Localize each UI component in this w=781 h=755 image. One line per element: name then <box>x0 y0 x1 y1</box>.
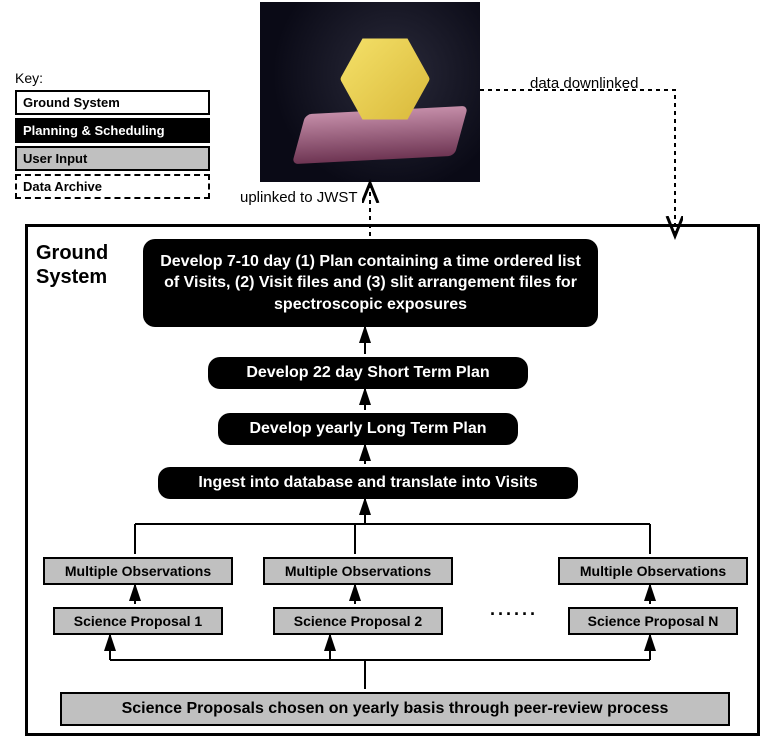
key-title: Key: <box>15 70 210 86</box>
observations-box-2: Multiple Observations <box>263 557 453 585</box>
key-planning-scheduling: Planning & Scheduling <box>15 118 210 143</box>
key-user-input: User Input <box>15 146 210 171</box>
observations-text-1: Multiple Observations <box>65 563 211 579</box>
peer-review-text: Science Proposals chosen on yearly basis… <box>122 700 669 718</box>
key-ground-system: Ground System <box>15 90 210 115</box>
ground-system-title: Ground System <box>36 241 116 289</box>
ground-system-container: Ground System Develop 7-10 day (1) Plan … <box>25 224 760 736</box>
long-term-plan-text: Develop yearly Long Term Plan <box>249 420 486 438</box>
downlink-label: data downlinked <box>530 75 638 92</box>
proposal-box-2: Science Proposal 2 <box>273 607 443 635</box>
key-legend: Key: Ground System Planning & Scheduling… <box>15 70 210 202</box>
proposal-box-3: Science Proposal N <box>568 607 738 635</box>
observations-box-3: Multiple Observations <box>558 557 748 585</box>
plan-box: Develop 7-10 day (1) Plan containing a t… <box>143 239 598 327</box>
observations-text-3: Multiple Observations <box>580 563 726 579</box>
proposal-box-1: Science Proposal 1 <box>53 607 223 635</box>
plan-box-text: Develop 7-10 day (1) Plan containing a t… <box>153 251 588 316</box>
ingest-box: Ingest into database and translate into … <box>158 467 578 499</box>
jwst-illustration <box>260 2 480 182</box>
key-data-archive: Data Archive <box>15 174 210 199</box>
uplink-label: uplinked to JWST <box>240 189 358 206</box>
short-term-plan-text: Develop 22 day Short Term Plan <box>246 364 489 382</box>
long-term-plan-box: Develop yearly Long Term Plan <box>218 413 518 445</box>
short-term-plan-box: Develop 22 day Short Term Plan <box>208 357 528 389</box>
observations-box-1: Multiple Observations <box>43 557 233 585</box>
proposal-text-3: Science Proposal N <box>588 613 719 629</box>
peer-review-box: Science Proposals chosen on yearly basis… <box>60 692 730 726</box>
observations-text-2: Multiple Observations <box>285 563 431 579</box>
proposal-text-1: Science Proposal 1 <box>74 613 202 629</box>
ingest-text: Ingest into database and translate into … <box>198 474 537 492</box>
proposal-text-2: Science Proposal 2 <box>294 613 422 629</box>
